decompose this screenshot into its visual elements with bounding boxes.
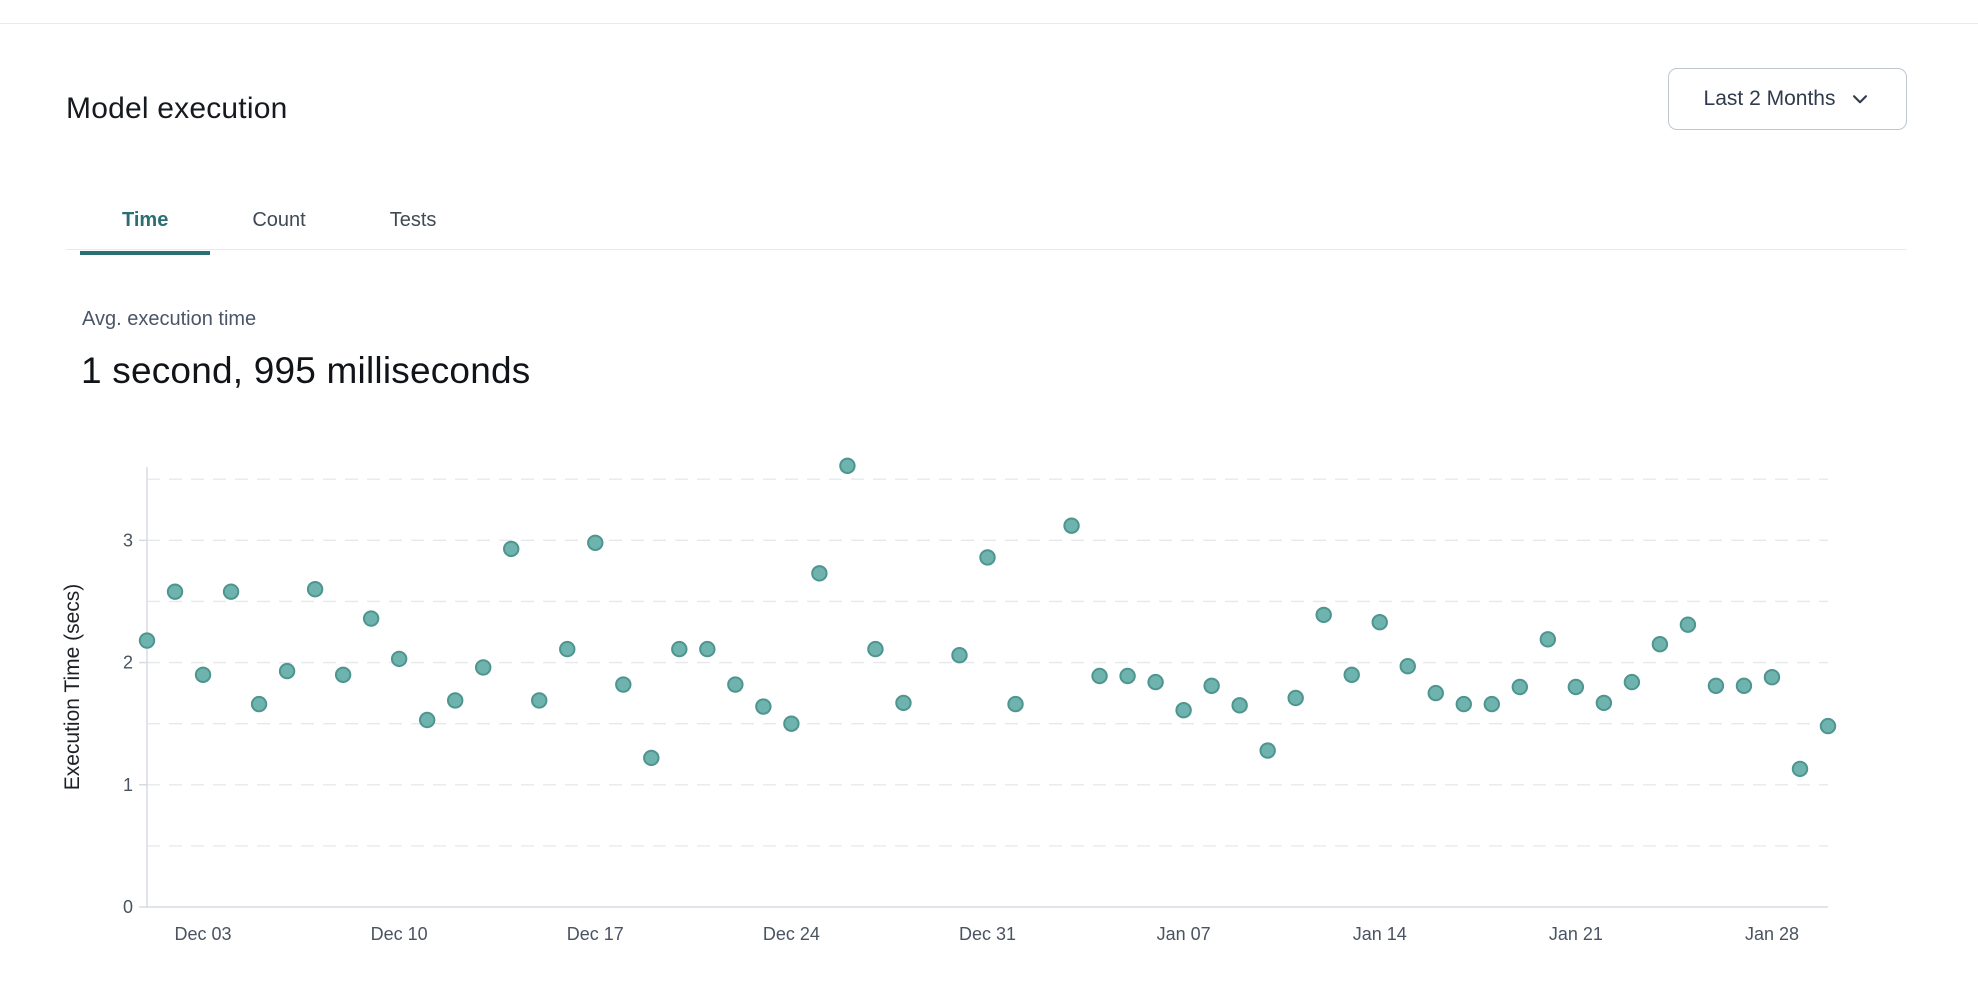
data-point[interactable]: [1679, 616, 1697, 633]
data-point[interactable]: [783, 715, 800, 732]
data-point[interactable]: [1763, 669, 1781, 686]
data-point[interactable]: [587, 534, 604, 551]
data-point[interactable]: [1819, 717, 1837, 735]
data-point[interactable]: [755, 698, 772, 715]
data-point[interactable]: [867, 640, 884, 658]
stat-label: Avg. execution time: [82, 308, 257, 330]
page-title: Model execution: [66, 92, 288, 126]
data-point[interactable]: [1791, 760, 1809, 778]
data-point[interactable]: [194, 666, 212, 683]
tab-tests[interactable]: Tests: [389, 209, 437, 231]
data-point[interactable]: [1427, 684, 1444, 702]
data-point[interactable]: [895, 694, 912, 712]
data-point[interactable]: [390, 650, 408, 668]
data-point[interactable]: [250, 695, 268, 713]
y-tick-label: 2: [123, 653, 133, 673]
data-point[interactable]: [1231, 697, 1248, 714]
data-point[interactable]: [699, 640, 716, 658]
x-tick-label: Dec 17: [567, 924, 624, 944]
data-point[interactable]: [979, 549, 996, 566]
y-tick-label: 3: [123, 530, 133, 550]
data-point[interactable]: [951, 647, 968, 664]
data-point[interactable]: [278, 662, 296, 680]
x-tick-label: Jan 07: [1157, 924, 1211, 944]
data-point[interactable]: [1203, 677, 1220, 694]
data-point[interactable]: [362, 610, 380, 627]
data-point[interactable]: [1399, 658, 1416, 675]
data-point[interactable]: [418, 711, 436, 729]
data-point[interactable]: [475, 659, 492, 676]
data-point[interactable]: [671, 640, 688, 658]
data-point[interactable]: [1315, 606, 1332, 624]
x-tick-label: Jan 21: [1549, 924, 1603, 944]
data-point[interactable]: [1119, 667, 1136, 685]
chevron-down-icon: [1849, 88, 1871, 110]
data-point[interactable]: [1455, 695, 1472, 713]
data-point[interactable]: [1567, 678, 1585, 696]
x-tick-label: Dec 10: [371, 924, 428, 944]
data-point[interactable]: [559, 640, 576, 658]
x-tick-label: Jan 14: [1353, 924, 1407, 944]
data-point[interactable]: [306, 581, 324, 598]
data-point[interactable]: [1175, 702, 1192, 719]
date-range-dropdown[interactable]: Last 2 Months: [1668, 68, 1907, 130]
data-point[interactable]: [334, 666, 352, 683]
y-axis-title: Execution Time (secs): [61, 584, 84, 791]
data-point[interactable]: [446, 692, 464, 709]
data-point[interactable]: [1287, 689, 1304, 707]
data-point[interactable]: [727, 676, 744, 693]
data-point[interactable]: [1707, 677, 1725, 694]
date-range-label: Last 2 Months: [1703, 87, 1836, 110]
x-tick-label: Dec 31: [959, 924, 1016, 944]
tab-count[interactable]: Count: [252, 209, 306, 231]
x-tick-label: Jan 28: [1745, 924, 1799, 944]
data-point[interactable]: [1147, 673, 1164, 691]
data-point[interactable]: [811, 565, 828, 582]
data-point[interactable]: [1007, 695, 1024, 713]
data-point[interactable]: [1595, 694, 1613, 712]
data-point[interactable]: [1483, 695, 1501, 713]
data-point[interactable]: [1651, 636, 1669, 653]
tab-time[interactable]: Time: [80, 207, 211, 255]
data-point[interactable]: [1371, 614, 1388, 631]
data-point[interactable]: [1091, 667, 1108, 685]
data-point[interactable]: [222, 583, 240, 600]
data-point[interactable]: [166, 583, 184, 600]
x-tick-label: Dec 03: [175, 924, 232, 944]
page-top-divider: [0, 23, 1978, 24]
y-tick-label: 1: [123, 775, 133, 795]
data-point[interactable]: [1735, 677, 1753, 694]
data-point[interactable]: [138, 632, 156, 649]
data-point[interactable]: [1623, 673, 1641, 691]
data-point[interactable]: [1511, 678, 1529, 696]
chart-tabs: Time Count Tests: [80, 207, 478, 255]
data-point[interactable]: [1539, 631, 1557, 648]
data-point[interactable]: [1343, 666, 1360, 683]
y-tick-label: 0: [123, 897, 133, 917]
data-point[interactable]: [839, 457, 856, 474]
x-tick-label: Dec 24: [763, 924, 820, 944]
data-point[interactable]: [503, 540, 520, 558]
data-point[interactable]: [1259, 742, 1276, 759]
data-point[interactable]: [1063, 517, 1080, 534]
tabs-separator: [66, 249, 1906, 250]
data-point[interactable]: [615, 676, 632, 693]
data-point[interactable]: [531, 692, 548, 709]
data-point[interactable]: [643, 749, 660, 767]
stat-value: 1 second, 995 milliseconds: [81, 350, 531, 391]
